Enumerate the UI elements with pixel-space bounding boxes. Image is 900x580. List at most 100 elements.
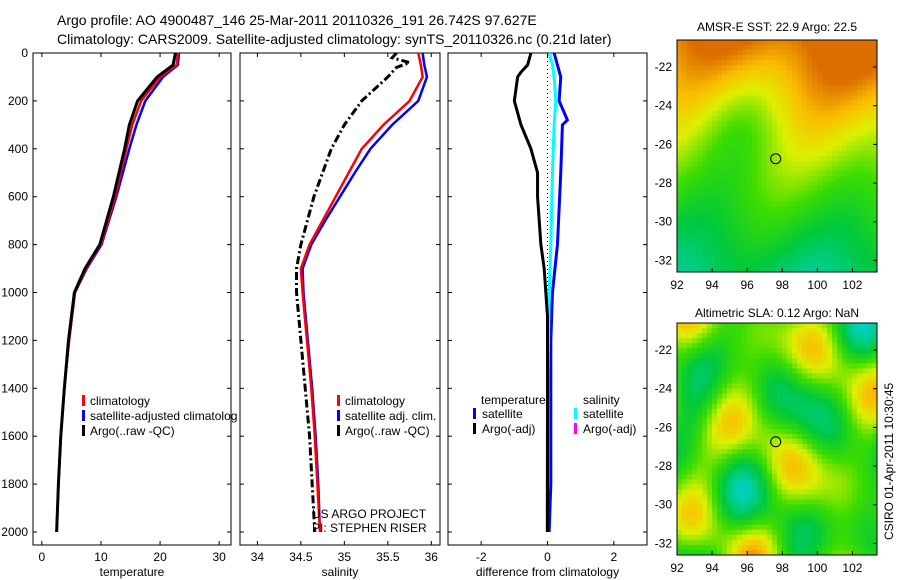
map-cell [827, 251, 833, 258]
map-cell [712, 176, 718, 182]
map-cell [827, 241, 833, 248]
map-cell [772, 201, 778, 207]
map-cell [777, 166, 783, 172]
map-cell [687, 206, 693, 212]
map-cell [762, 65, 768, 71]
map-cell [772, 140, 778, 147]
map-cell [752, 95, 758, 102]
map-cell [852, 216, 858, 223]
map-cell [787, 378, 793, 385]
map-cell [702, 145, 708, 152]
map-cell [692, 221, 698, 228]
map-cell [682, 161, 688, 167]
map-cell [757, 549, 763, 556]
salinity-panel: 34 34.5 35 35.5 36salinityclimatologysatelli… [239, 51, 441, 579]
legend-label: satellite [583, 407, 624, 421]
map-cell [757, 236, 763, 243]
map-cell [802, 388, 808, 395]
map-cell [857, 261, 863, 268]
map-cell [737, 140, 743, 147]
map-cell [847, 191, 853, 197]
map-cell [837, 145, 843, 152]
map-cell [862, 45, 868, 51]
map-cell [797, 433, 803, 440]
map-cell [682, 328, 688, 334]
map-cell [817, 236, 823, 243]
map-cell [827, 125, 833, 132]
map-cell [772, 251, 778, 258]
map-cell [852, 221, 858, 228]
map-cell [827, 464, 833, 470]
map-cell [832, 544, 838, 551]
map-cell [677, 423, 683, 430]
map-cell [737, 65, 743, 71]
map-cell [847, 514, 853, 521]
map-cell [707, 130, 713, 137]
map-cell [862, 348, 868, 354]
map-cell [812, 75, 818, 81]
map-cell [817, 338, 823, 344]
map-cell [777, 176, 783, 182]
map-cell [762, 494, 768, 501]
map-cell [767, 509, 773, 516]
map-cell [827, 246, 833, 253]
map-cell [852, 464, 858, 470]
map-cell [707, 161, 713, 167]
map-cell [832, 216, 838, 223]
map-cell [677, 241, 683, 248]
map-cell [767, 181, 773, 187]
map-cell [722, 75, 728, 81]
map-cell [767, 544, 773, 551]
map-cell [867, 368, 873, 374]
y-tick-label: -28 [655, 459, 673, 473]
map-cell [842, 428, 848, 435]
map-cell [872, 246, 878, 253]
map-cell [797, 211, 803, 218]
map-cell [807, 115, 813, 122]
map-cell [857, 383, 863, 390]
map-cell [722, 246, 728, 253]
map-cell [737, 529, 743, 536]
map-cell [812, 50, 818, 56]
map-cell [697, 196, 703, 202]
map-cell [867, 449, 873, 455]
map-cell [727, 343, 733, 349]
map-cell [782, 529, 788, 536]
map-cell [787, 75, 793, 81]
map-cell [842, 449, 848, 455]
map-cell [697, 469, 703, 475]
map-cell [867, 353, 873, 359]
map-cell [782, 408, 788, 415]
map-cell [692, 393, 698, 400]
map-cell [742, 85, 748, 91]
map-cell [852, 383, 858, 390]
map-cell [852, 166, 858, 172]
map-cell [852, 489, 858, 495]
map-cell [707, 125, 713, 132]
map-cell [782, 241, 788, 248]
map-cell [872, 181, 878, 187]
map-cell [842, 368, 848, 374]
map-cell [857, 75, 863, 81]
map-cell [687, 494, 693, 501]
map-cell [782, 534, 788, 541]
map-cell [727, 45, 733, 51]
map-cell [812, 323, 818, 329]
map-cell [822, 221, 828, 228]
map-cell [747, 156, 753, 162]
map-cell [682, 363, 688, 369]
map-cell [777, 120, 783, 127]
map-cell [757, 348, 763, 354]
map-cell [707, 241, 713, 248]
map-cell [692, 186, 698, 192]
map-cell [687, 519, 693, 526]
map-cell [772, 459, 778, 465]
map-cell [812, 125, 818, 132]
map-cell [767, 358, 773, 364]
map-cell [782, 338, 788, 344]
map-cell [722, 494, 728, 501]
map-cell [842, 226, 848, 233]
map-cell [777, 95, 783, 102]
map-cell [747, 115, 753, 122]
map-cell [762, 383, 768, 390]
